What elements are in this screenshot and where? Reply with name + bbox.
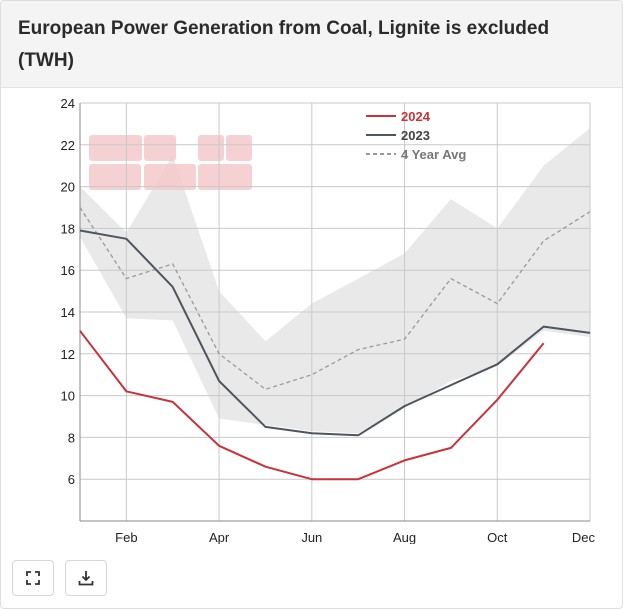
y-tick-label: 14 (61, 305, 75, 320)
x-tick-label: Aug (393, 530, 416, 544)
y-tick-label: 10 (61, 389, 75, 404)
series-line-2023 (79, 229, 591, 437)
legend-label: 4 Year Avg (401, 147, 466, 162)
y-tick-label: 6 (68, 472, 75, 487)
watermark-block (226, 135, 252, 161)
legend-label: 2023 (401, 128, 430, 143)
fullscreen-icon (26, 571, 40, 585)
chart-title: European Power Generation from Coal, Lig… (18, 18, 550, 71)
watermark-block (89, 135, 142, 161)
series-line-2024 (79, 330, 545, 481)
y-tick-label: 8 (68, 430, 75, 445)
x-tick-label: Apr (209, 530, 230, 544)
watermark-logo (89, 135, 252, 190)
download-icon (78, 571, 94, 586)
series-layer (79, 207, 591, 481)
x-tick-label: Dec (572, 530, 596, 544)
y-tick-label: 20 (61, 180, 75, 195)
x-tick-label: Feb (115, 530, 137, 544)
download-button[interactable] (65, 560, 107, 596)
series-line-4-year-avg (79, 207, 591, 390)
y-tick-label: 18 (61, 221, 75, 236)
watermark-block (198, 135, 224, 161)
y-tick-label: 24 (61, 96, 75, 111)
y-tick-label: 22 (61, 138, 75, 153)
y-tick-label: 12 (61, 347, 75, 362)
legend: 2024 2023 4 Year Avg (366, 109, 466, 162)
watermark-block (144, 135, 176, 161)
y-tick-label: 16 (61, 263, 75, 278)
axis-layer: 6 8 10 12 14 16 18 20 22 24 Feb Apr Jun Aug Oct Dec (61, 96, 596, 544)
watermark-block (89, 164, 141, 190)
watermark-block (144, 164, 196, 190)
x-tick-label: Jun (301, 530, 322, 544)
chart-header: European Power Generation from Coal, Lig… (1, 1, 622, 88)
x-tick-label: Oct (487, 530, 508, 544)
legend-label: 2024 (401, 109, 431, 124)
watermark-block (198, 164, 252, 190)
fullscreen-button[interactable] (12, 560, 54, 596)
line-chart: 6 8 10 12 14 16 18 20 22 24 Feb Apr Jun Aug Oct Dec 202… (61, 96, 596, 544)
